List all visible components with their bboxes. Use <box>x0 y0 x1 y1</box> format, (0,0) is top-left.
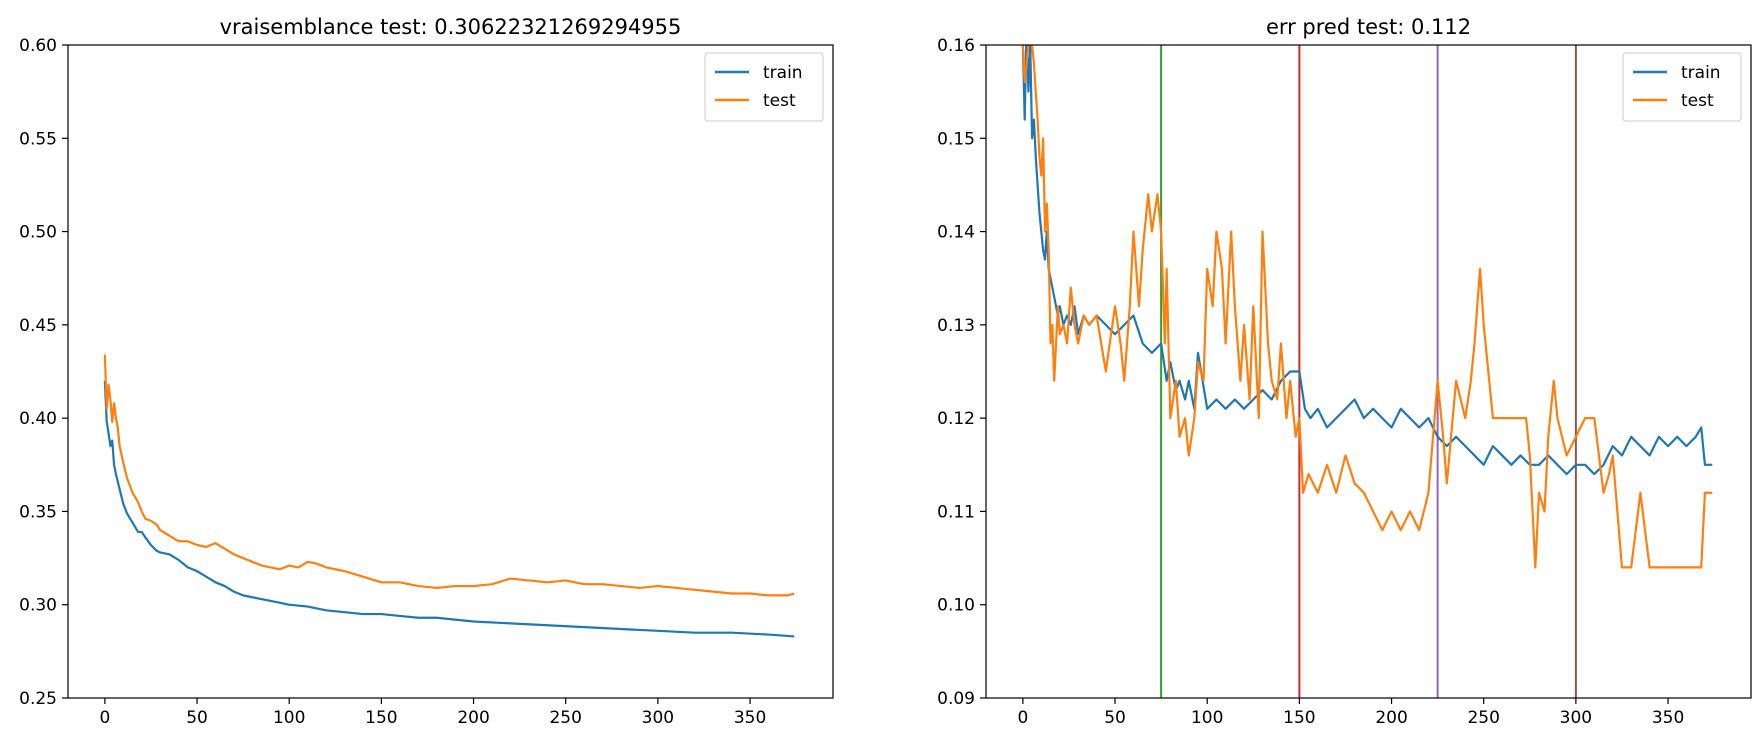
right-legend-box <box>1622 52 1742 122</box>
left-ytick-label-7: 0.60 <box>19 36 57 56</box>
left-legend-label-test: test <box>763 91 796 111</box>
right-series-test-line <box>1021 45 1713 569</box>
left-ytick-label-2: 0.35 <box>19 502 57 522</box>
left-plot-area <box>103 354 795 638</box>
left-axes-frame <box>67 44 834 699</box>
left-ytick-label-1: 0.30 <box>19 596 57 616</box>
left-xtick-label-6: 300 <box>642 708 674 728</box>
right-chart-title: err pred test: 0.112 <box>1266 15 1471 39</box>
left-xtick-label-4: 200 <box>457 708 489 728</box>
left-ytick-label-5: 0.50 <box>19 223 57 243</box>
left-xtick-label-3: 150 <box>365 708 397 728</box>
right-ytick-label-2: 0.11 <box>937 502 975 522</box>
left-xtick-label-0: 0 <box>99 708 110 728</box>
right-legend: train test <box>1622 52 1742 122</box>
right-ytick-label-0: 0.09 <box>937 689 975 709</box>
left-legend: train test <box>704 52 824 122</box>
left-xtick-label-7: 350 <box>734 708 766 728</box>
right-xtick-label-1: 50 <box>1104 708 1126 728</box>
right-xtick-label-3: 150 <box>1283 708 1315 728</box>
right-ytick-label-6: 0.15 <box>937 129 975 149</box>
right-xtick-label-4: 200 <box>1375 708 1407 728</box>
right-axes-frame <box>985 44 1752 699</box>
right-xtick-label-2: 100 <box>1191 708 1223 728</box>
left-xtick-label-2: 100 <box>273 708 305 728</box>
left-legend-box <box>704 52 824 122</box>
right-chart-prediction-error: 0 50 100 150 200 250 300 350 0.09 0.10 0.11 0.12 0.1… <box>937 15 1752 728</box>
left-ytick-label-3: 0.40 <box>19 409 57 429</box>
left-xtick-label-5: 250 <box>549 708 581 728</box>
left-xtick-label-1: 50 <box>186 708 208 728</box>
left-ytick-label-6: 0.55 <box>19 129 57 149</box>
left-chart-title: vraisemblance test: 0.30622321269294955 <box>220 15 682 39</box>
right-plot-area <box>1021 45 1713 698</box>
right-xtick-label-5: 250 <box>1467 708 1499 728</box>
left-series-train-line <box>103 380 795 638</box>
left-legend-label-train: train <box>763 63 803 83</box>
right-xtick-label-0: 0 <box>1017 708 1028 728</box>
left-ytick-label-0: 0.25 <box>19 689 57 709</box>
left-chart-likelihood: 0 50 100 150 200 250 300 350 0.25 0.30 0.35 0.40 0.4… <box>19 15 834 728</box>
right-ytick-label-1: 0.10 <box>937 596 975 616</box>
left-series-test-line <box>103 354 795 597</box>
right-ytick-label-4: 0.13 <box>937 316 975 336</box>
right-xtick-label-7: 350 <box>1652 708 1684 728</box>
right-legend-label-train: train <box>1681 63 1721 83</box>
right-series-train-line <box>1021 45 1713 476</box>
right-legend-label-test: test <box>1681 91 1714 111</box>
right-ytick-label-5: 0.14 <box>937 223 975 243</box>
left-ytick-label-4: 0.45 <box>19 316 57 336</box>
right-xtick-label-6: 300 <box>1560 708 1592 728</box>
right-ytick-label-7: 0.16 <box>937 36 975 56</box>
right-ytick-label-3: 0.12 <box>937 409 975 429</box>
